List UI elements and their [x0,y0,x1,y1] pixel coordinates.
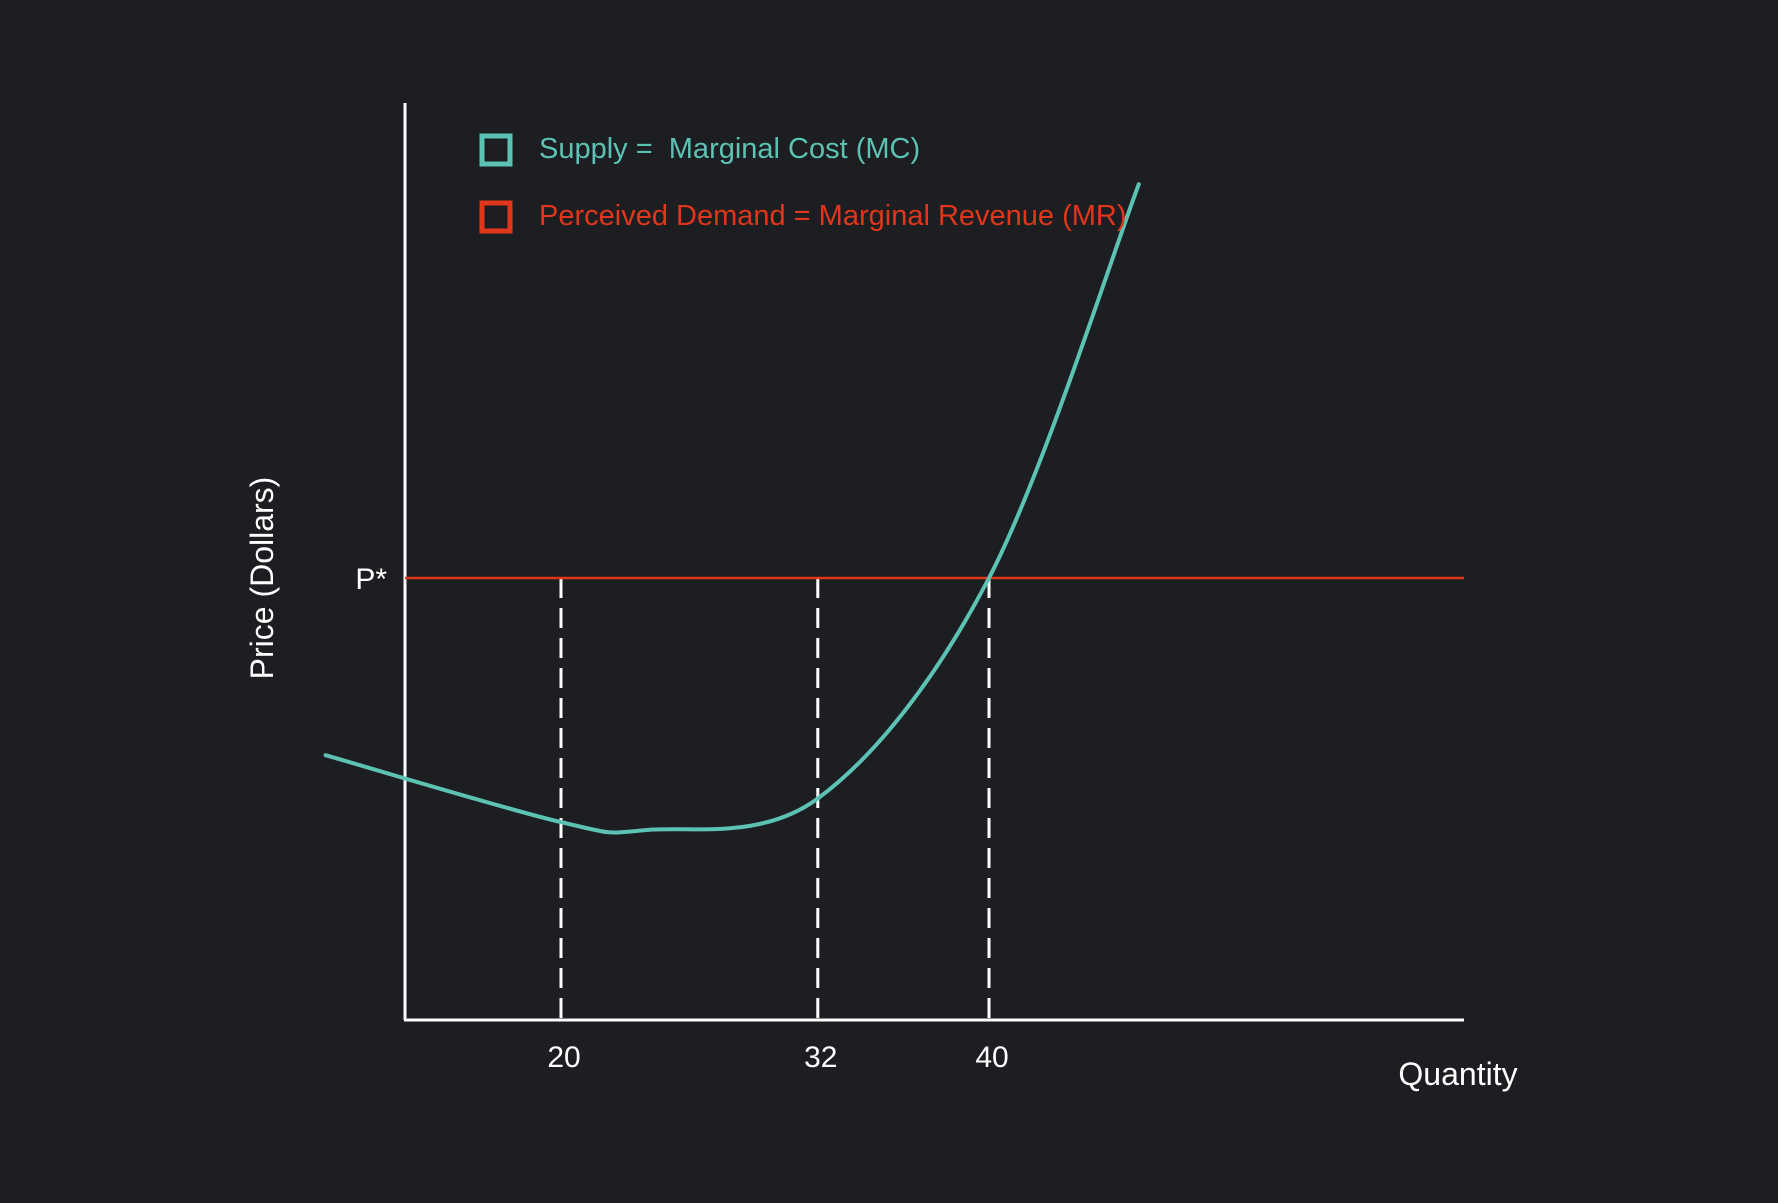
y-tick-label-pstar: P* [355,563,387,596]
x-tick-label-20: 20 [547,1041,580,1074]
mc-curve [323,182,1141,835]
legend-swatch-demand [479,200,513,234]
legend-label-demand: Perceived Demand = Marginal Revenue (MR) [539,200,1127,232]
x-tick-label-32: 32 [804,1041,837,1074]
legend-swatch-supply [479,133,513,167]
tick-labels: 20 32 40 P* [355,563,1008,1074]
legend-item-demand: Perceived Demand = Marginal Revenue (MR) [479,200,1127,234]
legend: Supply = Marginal Cost (MC) Perceived De… [479,133,1127,234]
x-axis-label: Quantity [1398,1056,1517,1092]
x-tick-label-40: 40 [975,1041,1008,1074]
legend-item-supply: Supply = Marginal Cost (MC) [479,133,920,167]
series-layer [323,182,1464,835]
y-axis-label: Price (Dollars) [244,477,280,680]
legend-label-supply: Supply = Marginal Cost (MC) [539,133,920,165]
